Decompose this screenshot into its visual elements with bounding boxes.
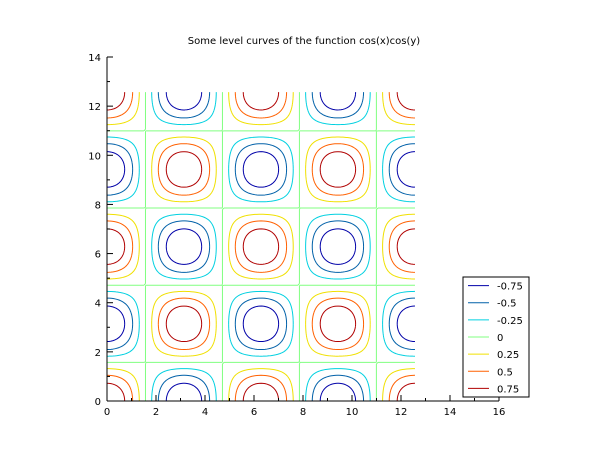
y-tick-label: 6 [95,250,101,261]
x-tick-label: 2 [153,407,159,418]
contour-lines [106,92,415,402]
legend: -0.75 -0.5 -0.25 0 0.25 0.5 0.75 [462,276,530,398]
y-tick-label: 4 [95,299,101,310]
y-tick-label: 14 [88,53,101,64]
legend-label: 0.5 [497,367,513,378]
contour-level--0.5 [106,92,415,402]
contour-level-0 [107,92,415,401]
x-tick-label: 4 [202,407,208,418]
x-tick-label: 8 [300,407,306,418]
legend-label: 0.25 [497,350,519,361]
legend-label: 0 [497,333,503,344]
legend-label: -0.5 [497,299,517,310]
contour-level-0.5 [106,92,415,402]
y-tick-label: 10 [88,151,101,162]
axes: 0 2 4 6 8 10 12 14 16 0 2 4 6 8 10 12 14 [88,53,505,418]
y-tick-label: 8 [95,200,101,211]
y-tick-label: 2 [95,348,101,359]
legend-label: -0.75 [497,282,523,293]
contour-level--0.25 [106,92,415,402]
contour-level-0.25 [106,92,415,402]
legend-label: 0.75 [497,384,519,395]
y-tick-label: 12 [88,102,101,113]
legend-label: -0.25 [497,316,523,327]
x-tick-label: 16 [493,407,506,418]
y-tick-label: 0 [95,397,101,408]
chart-title: Some level curves of the function cos(x)… [188,36,421,47]
x-tick-label: 10 [346,407,359,418]
x-tick-label: 14 [444,407,457,418]
x-tick-label: 6 [251,407,257,418]
x-tick-label: 12 [395,407,408,418]
contour-level--0.75 [106,92,415,402]
x-tick-label: 0 [104,407,110,418]
contour-level-0.75 [106,92,415,402]
